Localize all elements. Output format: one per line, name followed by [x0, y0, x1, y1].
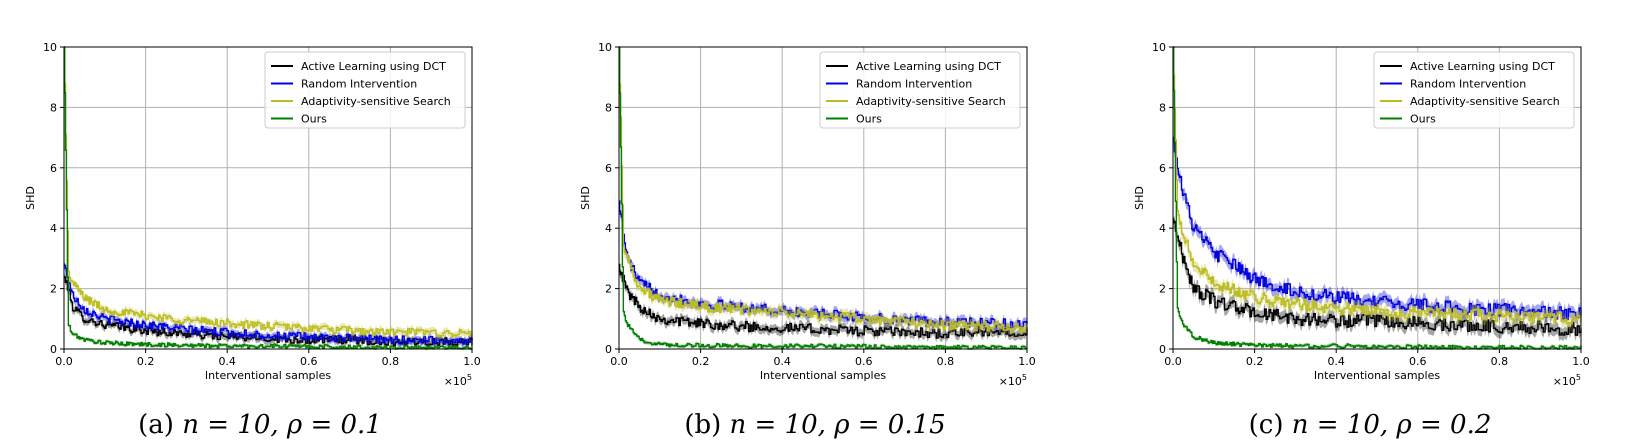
- chart-panel-1: 0.0 0.2 0.4 0.6 0.8 1.0 0 2 4 6 8 10 Interventional …: [24, 41, 481, 440]
- x-tick-label: 1.0: [1018, 355, 1036, 368]
- series-line: [63, 263, 473, 345]
- x-tick-label: 0.4: [1327, 355, 1345, 368]
- x-tick-label: 0.8: [937, 355, 955, 368]
- legend-entry: Ours: [301, 113, 327, 126]
- legend: Active Learning using DCT Random Interven…: [819, 51, 1021, 129]
- x-axis-multiplier: ×105: [444, 373, 472, 388]
- x-tick-label: 0.4: [773, 355, 791, 368]
- x-axis-label: Interventional samples: [760, 369, 886, 382]
- y-axis-label: SHD: [24, 186, 37, 210]
- plot-frame: [618, 46, 1028, 350]
- legend: Active Learning using DCT Random Interven…: [264, 51, 466, 129]
- y-tick-label: 0: [1159, 343, 1166, 356]
- series-line: [1172, 46, 1582, 350]
- x-tick-label: 0.8: [1491, 355, 1509, 368]
- x-axis-multiplier: ×105: [1553, 373, 1581, 388]
- legend-entry: Random Intervention: [301, 78, 417, 91]
- series-line: [1172, 218, 1582, 336]
- y-tick-label: 8: [50, 101, 57, 114]
- y-tick-label: 6: [1159, 162, 1166, 175]
- y-tick-label: 4: [1159, 222, 1166, 235]
- x-axis-label: Interventional samples: [1314, 369, 1440, 382]
- x-tick-label: 1.0: [463, 355, 481, 368]
- series-band: [1173, 131, 1581, 326]
- series-band: [619, 196, 1027, 334]
- x-tick-label: 0.2: [692, 355, 710, 368]
- legend-entry: Ours: [1410, 113, 1436, 126]
- plot-frame: [1172, 46, 1582, 350]
- panel-caption: (c) n = 10, ρ = 0.2: [1249, 410, 1492, 440]
- x-tick-label: 1.0: [1572, 355, 1590, 368]
- y-tick-label: 4: [605, 222, 612, 235]
- y-tick-label: 6: [605, 162, 612, 175]
- series-line: [618, 46, 1028, 333]
- legend-entry: Adaptivity-sensitive Search: [301, 95, 451, 108]
- panel-caption: (b) n = 10, ρ = 0.15: [684, 410, 945, 440]
- x-tick-label: 0.2: [1246, 355, 1264, 368]
- series-line: [63, 275, 473, 347]
- series-band: [64, 272, 472, 349]
- legend-entry: Active Learning using DCT: [1410, 60, 1555, 73]
- series-line: [1172, 46, 1582, 325]
- series-line: [63, 46, 473, 338]
- x-tick-label: 0.6: [1409, 355, 1427, 368]
- legend-entry: Random Intervention: [1410, 78, 1526, 91]
- legend-entry: Active Learning using DCT: [856, 60, 1001, 73]
- x-axis-multiplier: ×105: [999, 373, 1027, 388]
- y-tick-label: 10: [598, 41, 612, 54]
- series-line: [618, 200, 1028, 330]
- series-line: [618, 46, 1028, 350]
- legend-entry: Active Learning using DCT: [301, 60, 446, 73]
- y-tick-label: 4: [50, 222, 57, 235]
- legend-entry: Ours: [856, 113, 882, 126]
- x-tick-label: 0.4: [218, 355, 236, 368]
- legend-box: [1373, 51, 1575, 129]
- series-band: [619, 259, 1027, 343]
- chart-panel-3: 0.0 0.2 0.4 0.6 0.8 1.0 0 2 4 6 8 10 Interventional …: [1133, 41, 1590, 440]
- x-tick-label: 0.0: [55, 355, 73, 368]
- x-tick-label: 0.0: [1164, 355, 1182, 368]
- y-tick-label: 10: [1152, 41, 1166, 54]
- y-axis-label: SHD: [579, 186, 592, 210]
- x-tick-label: 0.6: [855, 355, 873, 368]
- y-tick-label: 8: [1159, 101, 1166, 114]
- y-tick-label: 2: [605, 283, 612, 296]
- y-axis-label: SHD: [1133, 186, 1146, 210]
- x-axis-label: Interventional samples: [205, 369, 331, 382]
- y-tick-label: 0: [605, 343, 612, 356]
- legend-entry: Adaptivity-sensitive Search: [856, 95, 1006, 108]
- x-tick-label: 0.2: [137, 355, 155, 368]
- legend-entry: Adaptivity-sensitive Search: [1410, 95, 1560, 108]
- panel-caption: (a) n = 10, ρ = 0.1: [138, 410, 382, 440]
- y-tick-label: 2: [1159, 283, 1166, 296]
- legend: Active Learning using DCT Random Interven…: [1373, 51, 1575, 129]
- y-tick-label: 10: [43, 41, 57, 54]
- series-line: [618, 263, 1028, 339]
- x-tick-label: 0.0: [610, 355, 628, 368]
- y-tick-label: 8: [605, 101, 612, 114]
- plot-frame: [63, 46, 473, 350]
- legend-box: [819, 51, 1021, 129]
- legend-entry: Random Intervention: [856, 78, 972, 91]
- x-tick-label: 0.8: [382, 355, 400, 368]
- legend-box: [264, 51, 466, 129]
- y-tick-label: 2: [50, 283, 57, 296]
- x-tick-label: 0.6: [300, 355, 318, 368]
- y-tick-label: 0: [50, 343, 57, 356]
- chart-panel-2: 0.0 0.2 0.4 0.6 0.8 1.0 0 2 4 6 8 10 Interventional …: [579, 41, 1036, 440]
- y-tick-label: 6: [50, 162, 57, 175]
- series-band: [1173, 213, 1581, 342]
- series-line: [63, 46, 473, 350]
- series-line: [1172, 136, 1582, 321]
